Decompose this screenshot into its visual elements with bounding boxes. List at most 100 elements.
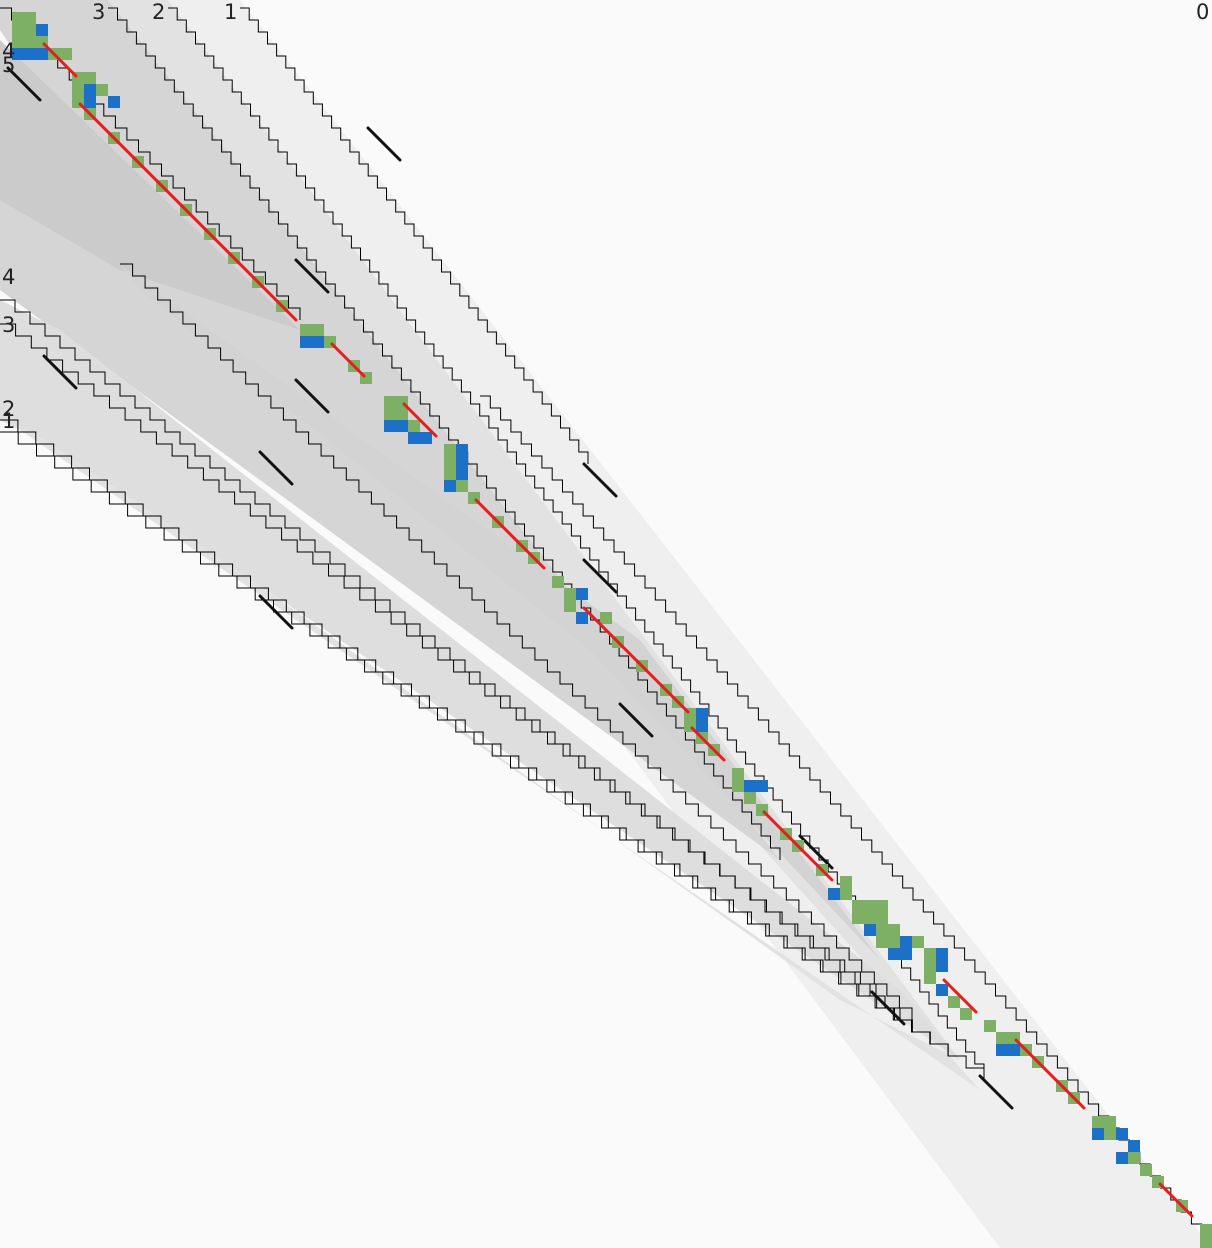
match-cell <box>408 420 420 432</box>
match-cell <box>1092 1116 1116 1128</box>
path-segment <box>78 102 298 322</box>
match-cell <box>996 1032 1020 1044</box>
match-cell <box>600 612 612 624</box>
mismatch-cell <box>900 936 912 948</box>
path-segment <box>942 978 978 1014</box>
match-cell <box>48 48 72 60</box>
match-cell <box>300 324 324 336</box>
match-cell <box>444 444 456 480</box>
mismatch-cell <box>1128 1140 1140 1152</box>
match-cell <box>744 792 756 804</box>
path-segment <box>582 606 690 714</box>
band-lower-b <box>120 265 880 960</box>
band-outline <box>240 7 589 464</box>
band-level-4 <box>0 40 300 330</box>
match-cell <box>1200 1224 1212 1248</box>
left-label-4b: 4 <box>2 265 15 289</box>
match-cell <box>1104 1128 1116 1140</box>
seed-diagonal <box>618 702 654 738</box>
mismatch-cell <box>1116 1152 1128 1164</box>
match-cell <box>72 84 84 108</box>
band-outline <box>120 263 913 1020</box>
seed-diagonal <box>6 66 42 102</box>
match-cell <box>948 996 960 1008</box>
match-cell <box>924 948 936 984</box>
seed-diagonal <box>294 378 330 414</box>
mismatch-cell <box>996 1044 1020 1056</box>
top-label-2: 2 <box>152 0 165 24</box>
path-segment <box>1158 1182 1194 1218</box>
mismatch-cell <box>1116 1128 1128 1140</box>
band-outline <box>480 395 1212 1248</box>
match-cell <box>564 588 576 612</box>
path-segment <box>330 342 366 378</box>
match-cell <box>12 12 36 48</box>
left-label-2: 2 <box>2 397 15 421</box>
match-cell <box>876 924 900 948</box>
band-outlines <box>0 7 1212 1248</box>
mismatch-cell <box>864 924 876 936</box>
seed-diagonal <box>366 126 402 162</box>
path-segment <box>402 402 438 438</box>
match-cell <box>552 576 564 588</box>
mismatch-cell <box>456 444 468 480</box>
band-outline <box>0 323 877 996</box>
match-cell <box>984 1020 996 1032</box>
mismatch-cell <box>936 948 948 972</box>
match-cell <box>384 396 408 420</box>
top-label-3: 3 <box>92 0 105 24</box>
seed-diagonal <box>42 354 78 390</box>
path-segment <box>762 810 834 882</box>
path-segment <box>1014 1038 1086 1110</box>
mismatch-cell <box>1092 1128 1104 1140</box>
mismatch-cell <box>12 48 48 60</box>
match-cell <box>456 480 468 492</box>
top-label-1: 1 <box>224 0 237 24</box>
seed-diagonal <box>258 594 294 630</box>
mismatch-cell <box>936 984 948 996</box>
band-outline <box>0 419 985 1080</box>
mismatch-cell <box>384 420 408 432</box>
match-cell <box>732 768 744 792</box>
mismatch-cell <box>84 84 96 108</box>
match-cell <box>1140 1164 1152 1176</box>
match-cell <box>96 84 108 96</box>
left-label-3: 3 <box>2 313 15 337</box>
mismatch-cell <box>696 708 708 732</box>
mismatch-cell <box>408 432 432 444</box>
seed-diagonal <box>978 1074 1014 1110</box>
seed-diagonal <box>258 450 294 486</box>
seed-diagonal <box>870 990 906 1026</box>
mismatch-cell <box>576 588 588 600</box>
match-cell <box>960 1008 972 1020</box>
band-outline <box>0 431 949 1056</box>
path-segment <box>42 42 78 78</box>
band-outline <box>108 7 781 860</box>
match-cell <box>912 936 924 948</box>
mismatch-cell <box>300 336 324 348</box>
path-segment <box>474 498 546 570</box>
path-segment <box>690 726 726 762</box>
left-label-5: 5 <box>2 53 15 77</box>
seed-diagonals <box>6 66 1014 1110</box>
optimal-path <box>42 42 1194 1218</box>
mismatch-cell <box>108 96 120 108</box>
left-label-4a: 4 <box>2 39 15 63</box>
mismatch-cell <box>444 480 456 492</box>
seed-diagonal <box>582 558 618 594</box>
match-cell <box>72 72 96 84</box>
seed-diagonal <box>582 462 618 498</box>
match-cell <box>852 900 888 924</box>
mismatch-cell <box>744 780 768 792</box>
seed-diagonal <box>294 258 330 294</box>
band-labels: 3 2 1 0 4 5 4 3 2 1 <box>2 0 1209 433</box>
mismatch-cell <box>828 888 840 900</box>
mismatch-cell <box>36 24 48 36</box>
match-cell <box>1128 1152 1140 1164</box>
seed-diagonal <box>798 834 834 870</box>
mismatch-cell <box>888 948 912 960</box>
left-label-1: 1 <box>2 409 15 433</box>
top-label-0: 0 <box>1196 0 1209 24</box>
mismatch-cell <box>576 612 588 624</box>
